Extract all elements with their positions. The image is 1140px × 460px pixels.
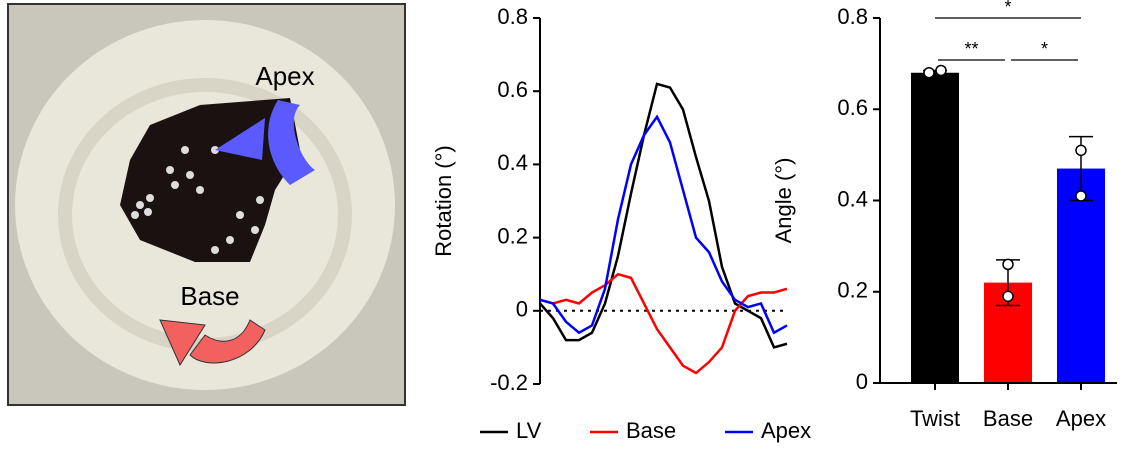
series-line (539, 114, 788, 335)
data-point (923, 67, 935, 79)
legend-label: Base (626, 418, 676, 443)
apex-label: Apex (255, 61, 314, 91)
y-axis-label: Angle (°) (771, 158, 796, 244)
series-line (539, 82, 788, 349)
legend-label: LV (516, 418, 542, 443)
y-tick-label: 0.6 (497, 77, 528, 102)
x-tick-label: Twist (910, 406, 960, 431)
data-point (935, 64, 947, 77)
apex-arrow-body (268, 100, 315, 185)
y-tick-label: 0.2 (497, 223, 528, 248)
y-axis-label: Rotation (°) (431, 145, 456, 257)
apex-arrow-head (215, 118, 265, 160)
data-point (1075, 144, 1087, 157)
y-tick-label: 0.6 (837, 95, 868, 120)
legend-label: Apex (761, 418, 811, 443)
y-tick-label: 0.4 (837, 186, 868, 211)
data-point (1075, 190, 1087, 202)
base-arrow-head (159, 319, 206, 367)
bar (911, 72, 959, 383)
y-tick-label: 0.8 (837, 4, 868, 29)
x-tick-label: Base (983, 406, 1033, 431)
error-bar (923, 69, 947, 76)
series-line (539, 272, 788, 375)
bar (1057, 168, 1105, 383)
y-tick-label: 0.8 (497, 4, 528, 29)
y-tick-label: -0.2 (490, 370, 528, 395)
y-tick-label: 0.2 (837, 278, 868, 303)
base-label: Base (180, 281, 239, 311)
y-tick-label: 0 (856, 369, 868, 394)
data-point (1002, 290, 1014, 303)
x-tick-label: Apex (1056, 406, 1106, 431)
photo: Apex Base (7, 3, 406, 406)
y-tick-label: 0 (516, 297, 528, 322)
base-arrow-body (189, 319, 266, 364)
significance-label: * (1041, 39, 1048, 59)
y-tick-label: 0.4 (497, 150, 528, 175)
data-point (1002, 258, 1014, 271)
significance-label: * (1004, 0, 1011, 17)
significance-label: ** (964, 39, 978, 59)
